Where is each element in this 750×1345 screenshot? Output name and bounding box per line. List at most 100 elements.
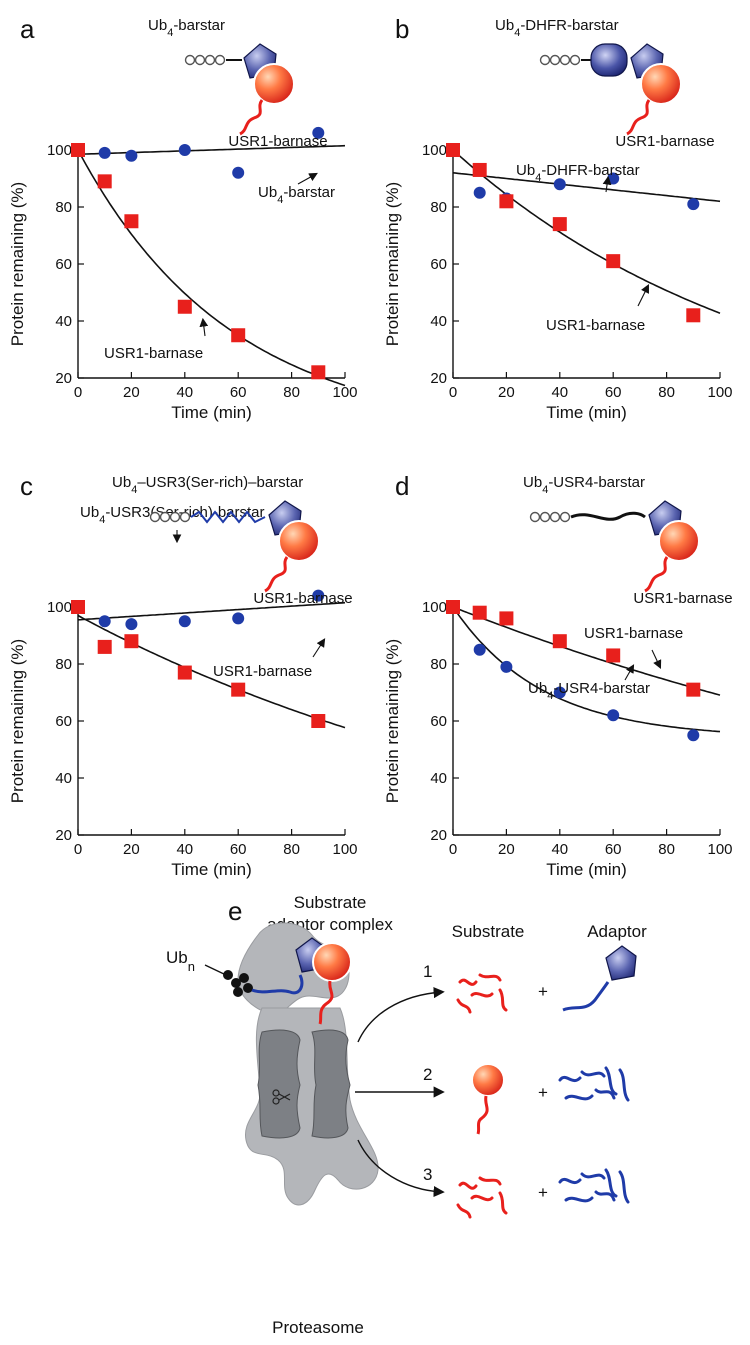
substrate-label: USR1-barnase bbox=[633, 590, 732, 607]
arrow-path-3 bbox=[357, 1139, 445, 1198]
x-tick-label: 60 bbox=[605, 841, 622, 858]
y-tick-label: 60 bbox=[55, 713, 72, 730]
ub-bead bbox=[214, 54, 226, 66]
series-annotation-red: USR1-barnase bbox=[104, 345, 203, 362]
y-tick-label: 100 bbox=[47, 599, 72, 616]
row2-substrate-tail bbox=[476, 1095, 489, 1135]
y-axis-title: Protein remaining (%) bbox=[8, 639, 27, 803]
y-tick-label: 20 bbox=[55, 827, 72, 844]
ub-bead bbox=[184, 54, 196, 66]
ann-main: Ub bbox=[516, 162, 535, 179]
annotation-arrow bbox=[637, 284, 649, 307]
linker-wavy bbox=[570, 511, 646, 521]
data-point-circle bbox=[473, 643, 486, 656]
y-tick-label: 20 bbox=[430, 827, 447, 844]
arrow-path-1 bbox=[357, 987, 445, 1043]
x-tick-label: 80 bbox=[658, 841, 675, 858]
y-tick-label: 40 bbox=[55, 770, 72, 787]
title-main: Ub bbox=[112, 474, 131, 491]
ub-bead bbox=[159, 511, 171, 523]
data-point-circle bbox=[232, 612, 245, 625]
ub-bead bbox=[179, 511, 191, 523]
data-point-square bbox=[124, 214, 139, 229]
x-axis-title: Time (min) bbox=[171, 860, 252, 879]
title-suffix: –USR3(Ser-rich)–barstar bbox=[137, 474, 303, 491]
title-sub: 4 bbox=[131, 484, 137, 496]
data-point-square bbox=[552, 217, 567, 232]
ann-main: Ub bbox=[528, 680, 547, 697]
title-main: Ub bbox=[148, 17, 167, 34]
ub-chain bbox=[223, 970, 253, 997]
plus-2: + bbox=[538, 1083, 548, 1102]
barnase-ball bbox=[640, 63, 682, 105]
construct-title: Ub4–USR3(Ser-rich)–barstar bbox=[112, 474, 303, 496]
adaptor-tail bbox=[251, 974, 304, 995]
x-tick-label: 20 bbox=[123, 841, 140, 858]
x-axis-title: Time (min) bbox=[546, 860, 627, 879]
data-point-square bbox=[446, 600, 460, 614]
series-annotation-blue: Ub4-DHFR-barstar bbox=[516, 162, 640, 184]
data-point-circle bbox=[178, 615, 191, 628]
data-point-circle bbox=[312, 126, 325, 139]
x-tick-label: 0 bbox=[449, 384, 457, 401]
series-annotation-red: USR1-barnase bbox=[546, 317, 645, 334]
row3-substrate-fragments bbox=[456, 1176, 508, 1219]
data-point-square bbox=[606, 648, 621, 663]
x-tick-label: 40 bbox=[176, 384, 193, 401]
proteasome-barrel-left bbox=[257, 1029, 301, 1139]
fit-line-ub4-usr4-barstar bbox=[452, 606, 721, 733]
ann-sub: 4 bbox=[535, 172, 541, 184]
data-point-circle bbox=[687, 198, 700, 211]
path-2-label: 2 bbox=[423, 1065, 432, 1084]
y-tick-label: 40 bbox=[430, 770, 447, 787]
ub-bead bbox=[569, 54, 581, 66]
annotation-arrow bbox=[312, 638, 326, 658]
title-sub: 4 bbox=[514, 27, 520, 39]
ann-sub: 4 bbox=[547, 690, 553, 702]
data-point-square bbox=[472, 162, 487, 177]
x-tick-label: 100 bbox=[707, 841, 732, 858]
ub-bead bbox=[559, 511, 571, 523]
x-tick-label: 60 bbox=[230, 384, 247, 401]
data-point-square bbox=[124, 634, 139, 649]
row1-substrate-fragments bbox=[456, 973, 508, 1014]
plus-1: + bbox=[538, 982, 548, 1001]
data-point-square bbox=[606, 254, 621, 269]
title-sub: 4 bbox=[167, 27, 173, 39]
x-tick-label: 40 bbox=[551, 384, 568, 401]
fit-line-ub4-barstar bbox=[77, 144, 346, 156]
x-tick-label: 80 bbox=[283, 384, 300, 401]
x-tick-label: 20 bbox=[498, 384, 515, 401]
ann-main: Ub bbox=[258, 184, 277, 201]
data-point-square bbox=[499, 194, 514, 209]
y-tick-label: 80 bbox=[430, 656, 447, 673]
fit-line-usr1-barnase bbox=[452, 606, 721, 696]
ub-bead bbox=[559, 54, 571, 66]
title-suffix: -DHFR-barstar bbox=[520, 17, 618, 34]
y-tick-label: 40 bbox=[430, 313, 447, 330]
y-tick-label: 80 bbox=[430, 199, 447, 216]
ub-bead bbox=[549, 54, 561, 66]
data-point-square bbox=[499, 611, 514, 626]
row2-substrate-ball bbox=[471, 1063, 505, 1097]
data-point-square bbox=[686, 682, 701, 697]
x-tick-label: 100 bbox=[332, 841, 357, 858]
ub-bead bbox=[169, 511, 181, 523]
data-point-circle bbox=[687, 729, 700, 742]
row2-adaptor-fragments bbox=[558, 1066, 630, 1102]
data-point-circle bbox=[125, 149, 138, 162]
x-tick-label: 0 bbox=[74, 384, 82, 401]
panel-label: e bbox=[228, 896, 242, 926]
y-tick-label: 40 bbox=[55, 313, 72, 330]
x-tick-label: 40 bbox=[551, 841, 568, 858]
annotation-arrow bbox=[297, 172, 318, 185]
x-tick-label: 60 bbox=[230, 841, 247, 858]
annotation-arrow bbox=[199, 317, 209, 337]
data-point-circle bbox=[178, 144, 191, 156]
x-tick-label: 80 bbox=[283, 841, 300, 858]
panel-label: d bbox=[395, 471, 409, 501]
